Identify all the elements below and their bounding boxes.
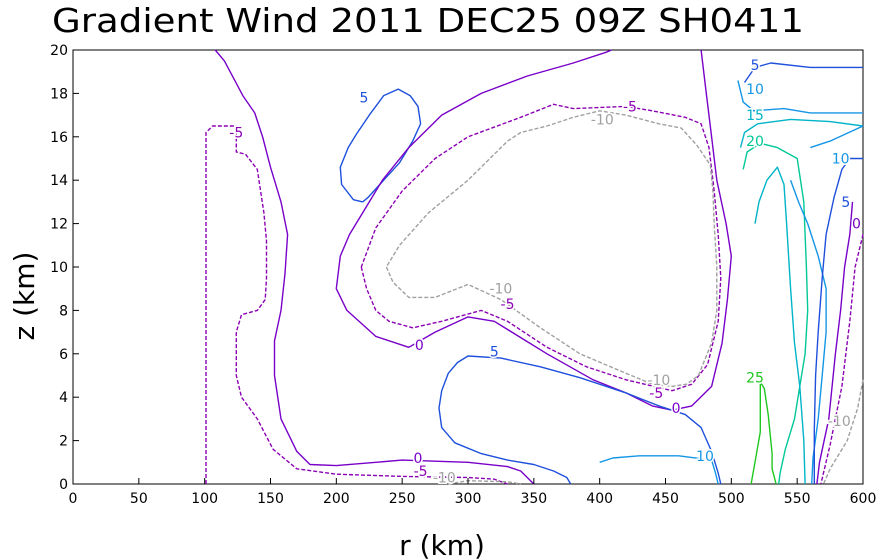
contour-label: 5 bbox=[490, 345, 499, 361]
x-tick-label: 200 bbox=[323, 491, 350, 507]
contour-line-level-0 bbox=[335, 49, 732, 411]
contour-line-level-10 bbox=[810, 125, 864, 149]
contour-label: 0 bbox=[852, 217, 861, 233]
contour-line-level-15 bbox=[739, 118, 864, 148]
contour-line-level-5 bbox=[825, 157, 863, 235]
x-tick-label: 100 bbox=[191, 491, 218, 507]
x-tick-label: 0 bbox=[69, 491, 78, 507]
y-tick-label: 0 bbox=[59, 477, 68, 493]
contour-line-level-15 bbox=[754, 166, 806, 485]
x-tick-label: 500 bbox=[718, 491, 745, 507]
contour-label: 10 bbox=[746, 82, 764, 98]
plot-frame bbox=[72, 49, 864, 485]
x-tick-label: 550 bbox=[784, 491, 811, 507]
contour-label: 10 bbox=[696, 449, 714, 465]
y-tick-label: 16 bbox=[50, 130, 68, 146]
contour-line-level-10 bbox=[599, 455, 719, 485]
contour-label: -5 bbox=[501, 297, 515, 313]
contour-line-level-25 bbox=[750, 381, 777, 485]
y-tick-label: 18 bbox=[50, 86, 68, 102]
contour-label: -10 bbox=[489, 282, 512, 298]
contour-line-level-neg5 bbox=[820, 234, 864, 485]
y-tick-label: 6 bbox=[59, 347, 68, 363]
contour-label: 15 bbox=[746, 108, 764, 124]
contour-label: 10 bbox=[832, 152, 850, 168]
contour-label: -10 bbox=[828, 414, 851, 430]
x-tick-label: 600 bbox=[850, 491, 877, 507]
contour-line-level-neg5 bbox=[360, 103, 722, 392]
contour-label: 0 bbox=[672, 401, 681, 417]
y-tick-label: 20 bbox=[50, 43, 68, 59]
x-tick-label: 350 bbox=[520, 491, 547, 507]
y-tick-label: 2 bbox=[59, 434, 68, 450]
contour-label: 0 bbox=[414, 451, 423, 467]
chart-title: Gradient Wind 2011 DEC25 09Z SH0411 bbox=[52, 1, 804, 40]
contour-line-level-5 bbox=[813, 234, 827, 484]
contour-line-level-neg5 bbox=[205, 125, 508, 485]
y-tick-label: 4 bbox=[59, 390, 68, 406]
contour-layer bbox=[205, 49, 864, 485]
contour-label: -10 bbox=[591, 112, 614, 128]
y-axis-label: z (km) bbox=[8, 252, 41, 341]
tick-layer: 0 50 100 150 200 250 300 350 400 450 500 550 6000246… bbox=[50, 43, 876, 507]
y-tick-label: 14 bbox=[50, 173, 68, 189]
x-axis-label: r (km) bbox=[399, 529, 485, 559]
contour-label: -5 bbox=[229, 125, 243, 141]
contour-label: 5 bbox=[751, 58, 760, 74]
contour-label: -10 bbox=[433, 470, 456, 486]
contour-label: -5 bbox=[649, 386, 663, 402]
contour-line-level-5 bbox=[743, 62, 863, 83]
contour-label: 25 bbox=[746, 371, 764, 387]
x-tick-label: 150 bbox=[257, 491, 284, 507]
contour-label: -10 bbox=[647, 373, 670, 389]
contour-label: -5 bbox=[623, 99, 637, 115]
contour-line-level-5 bbox=[339, 88, 422, 203]
contour-line-level-10 bbox=[789, 179, 827, 485]
contour-line-level-0 bbox=[214, 49, 535, 485]
contour-line-level-20 bbox=[742, 142, 809, 485]
contour-label: -5 bbox=[414, 464, 428, 480]
y-tick-label: 12 bbox=[50, 217, 68, 233]
x-tick-label: 400 bbox=[586, 491, 613, 507]
x-tick-label: 300 bbox=[455, 491, 482, 507]
contour-line-level-0 bbox=[816, 201, 854, 485]
contour-label: 5 bbox=[360, 91, 369, 107]
contour-line-level-neg10 bbox=[385, 110, 718, 388]
contour-line-level-neg10 bbox=[822, 379, 864, 485]
contour-line-level-5 bbox=[438, 355, 722, 485]
contour-label: 0 bbox=[415, 338, 424, 354]
x-tick-label: 50 bbox=[130, 491, 148, 507]
contour-line-level-neg10 bbox=[448, 480, 521, 485]
contour-label: 5 bbox=[841, 195, 850, 211]
contour-line-level-10 bbox=[737, 80, 863, 114]
x-tick-label: 450 bbox=[652, 491, 679, 507]
x-tick-label: 250 bbox=[389, 491, 416, 507]
y-tick-label: 10 bbox=[50, 260, 68, 276]
contour-label: 20 bbox=[746, 134, 764, 150]
y-tick-label: 8 bbox=[59, 303, 68, 319]
